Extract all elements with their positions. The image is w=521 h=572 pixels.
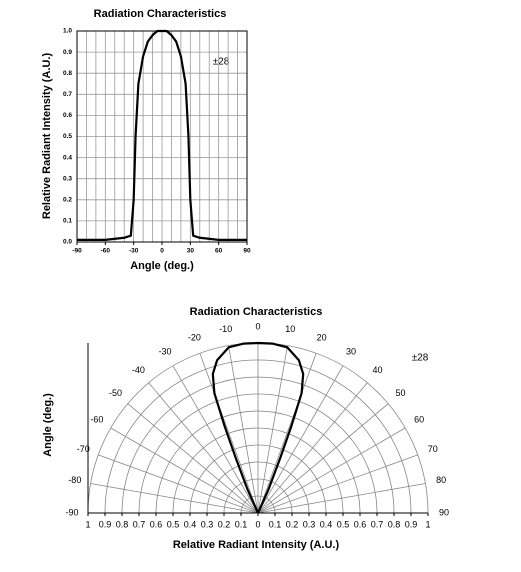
y-tick-label: 0.0 bbox=[63, 239, 72, 246]
x-tick-label: 0.3 bbox=[303, 519, 316, 529]
annotation: ±28 bbox=[412, 353, 429, 364]
grid-spoke bbox=[98, 454, 259, 514]
y-axis-label: Relative Radiant Intensity (A.U.) bbox=[41, 53, 53, 220]
y-tick-label: 0.9 bbox=[63, 49, 72, 56]
grid-spoke bbox=[228, 345, 259, 514]
grid-spoke bbox=[257, 403, 389, 514]
x-tick-label: 0 bbox=[255, 519, 260, 529]
grid-spoke bbox=[257, 483, 426, 514]
x-tick-label: 0 bbox=[160, 248, 164, 255]
theta-tick-label: -40 bbox=[132, 365, 145, 375]
grid-spoke bbox=[172, 365, 259, 514]
x-tick-label: 0.4 bbox=[184, 519, 197, 529]
grid-spoke bbox=[148, 382, 259, 514]
theta-tick-label: 0 bbox=[255, 321, 260, 331]
x-tick-label: 0.5 bbox=[337, 519, 350, 529]
y-tick-label: 0.4 bbox=[63, 154, 72, 161]
theta-tick-label: -90 bbox=[65, 507, 78, 517]
x-tick-label: 60 bbox=[215, 248, 223, 255]
x-tick-label: -60 bbox=[101, 248, 111, 255]
x-tick-label: 0.8 bbox=[116, 519, 129, 529]
theta-tick-label: 20 bbox=[317, 333, 327, 343]
theta-tick-label: 60 bbox=[414, 414, 424, 424]
x-tick-label: 0.3 bbox=[201, 519, 214, 529]
x-tick-label: 0.7 bbox=[133, 519, 146, 529]
x-tick-label: 1 bbox=[85, 519, 90, 529]
x-tick-label: -30 bbox=[129, 248, 139, 255]
grid-spoke bbox=[257, 427, 406, 514]
y-tick-label: 0.2 bbox=[63, 197, 72, 204]
x-tick-label: 0.1 bbox=[269, 519, 282, 529]
chart-title: Radiation Characteristics bbox=[94, 8, 227, 20]
y-axis-label: Angle (deg.) bbox=[42, 393, 54, 457]
y-tick-label: 0.8 bbox=[63, 70, 72, 77]
theta-tick-label: -30 bbox=[158, 346, 171, 356]
y-tick-label: 0.6 bbox=[63, 112, 72, 119]
y-tick-label: 0.3 bbox=[63, 175, 72, 182]
grid-spoke bbox=[110, 427, 259, 514]
x-axis-label: Angle (deg.) bbox=[130, 260, 194, 272]
theta-tick-label: -70 bbox=[77, 444, 90, 454]
theta-tick-label: 70 bbox=[428, 444, 438, 454]
x-tick-label: 0.1 bbox=[235, 519, 248, 529]
x-tick-label: 0.7 bbox=[371, 519, 384, 529]
annotation: ±28 bbox=[213, 57, 230, 68]
grid-spoke bbox=[127, 403, 259, 514]
x-tick-label: -90 bbox=[72, 248, 82, 255]
theta-tick-label: 80 bbox=[436, 475, 446, 485]
x-tick-label: 0.8 bbox=[388, 519, 401, 529]
grid-spoke bbox=[257, 382, 368, 514]
grid-spoke bbox=[90, 483, 259, 514]
x-tick-label: 0.5 bbox=[167, 519, 180, 529]
theta-tick-label: -20 bbox=[188, 333, 201, 343]
theta-tick-label: -60 bbox=[90, 414, 103, 424]
x-tick-label: 0.6 bbox=[354, 519, 367, 529]
theta-tick-label: -50 bbox=[109, 388, 122, 398]
theta-tick-label: 90 bbox=[439, 507, 449, 517]
x-tick-label: 0.4 bbox=[320, 519, 333, 529]
theta-tick-label: -80 bbox=[68, 475, 81, 485]
x-tick-label: 1 bbox=[425, 519, 430, 529]
grid-spoke bbox=[257, 365, 344, 514]
theta-tick-label: 30 bbox=[346, 346, 356, 356]
y-tick-label: 0.7 bbox=[63, 91, 72, 98]
x-tick-label: 90 bbox=[243, 248, 251, 255]
theta-tick-label: 50 bbox=[395, 388, 405, 398]
data-line bbox=[77, 29, 247, 241]
chart-title: Radiation Characteristics bbox=[190, 306, 323, 318]
x-tick-label: 30 bbox=[187, 248, 195, 255]
x-axis-label: Relative Radiant Intensity (A.U.) bbox=[173, 539, 340, 551]
x-tick-label: 0.2 bbox=[286, 519, 299, 529]
grid-spoke bbox=[257, 454, 418, 514]
grid-spoke bbox=[199, 353, 259, 514]
theta-tick-label: 10 bbox=[285, 324, 295, 334]
grid-spoke bbox=[257, 353, 317, 514]
grid-spoke bbox=[257, 345, 288, 514]
x-tick-label: 0.9 bbox=[405, 519, 418, 529]
x-tick-label: 0.2 bbox=[218, 519, 231, 529]
y-tick-label: 1.0 bbox=[63, 28, 72, 35]
y-tick-label: 0.1 bbox=[63, 218, 72, 225]
data-line bbox=[211, 341, 305, 514]
theta-tick-label: -10 bbox=[219, 324, 232, 334]
theta-tick-label: 40 bbox=[373, 365, 383, 375]
x-tick-label: 0.9 bbox=[99, 519, 112, 529]
x-tick-label: 0.6 bbox=[150, 519, 163, 529]
y-tick-label: 0.5 bbox=[63, 133, 72, 140]
